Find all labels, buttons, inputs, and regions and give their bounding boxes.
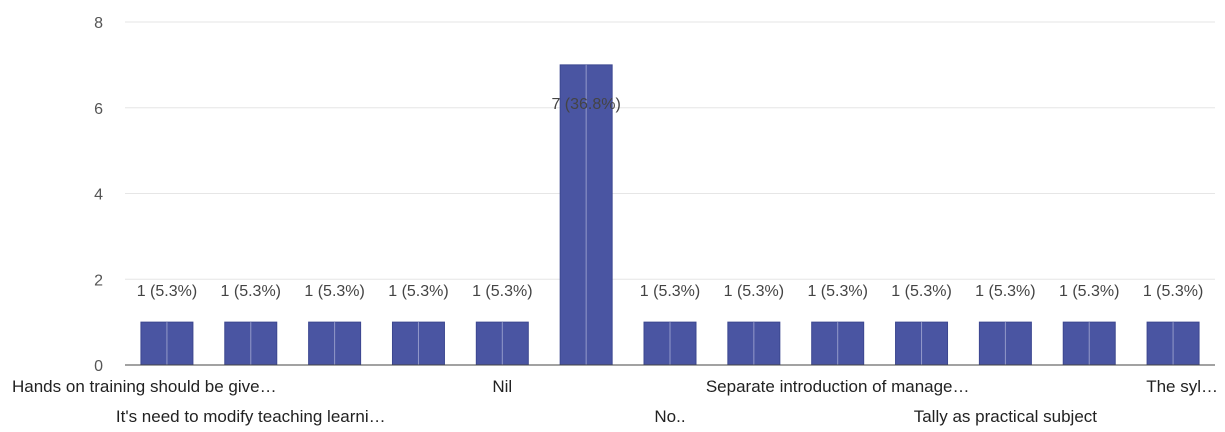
y-tick-label: 0 (94, 358, 103, 375)
data-label: 1 (5.3%) (891, 283, 951, 300)
data-label: 7 (36.8%) (551, 96, 620, 113)
data-label: 1 (5.3%) (640, 283, 700, 300)
data-labels: 1 (5.3%) 1 (5.3%) 1 (5.3%) 1 (5.3%) 1 (5.3%)… (137, 96, 1204, 300)
data-label: 1 (5.3%) (304, 283, 364, 300)
category-label: It's need to modify teaching learni… (116, 407, 386, 426)
data-label: 1 (5.3%) (1143, 283, 1203, 300)
y-tick-label: 6 (94, 101, 103, 118)
category-label: Separate introduction of manage… (706, 377, 970, 396)
category-label: No.. (654, 407, 685, 426)
bars (140, 64, 1200, 366)
data-label: 1 (5.3%) (388, 283, 448, 300)
y-tick-label: 2 (94, 272, 103, 289)
y-tick-label: 4 (94, 187, 103, 204)
category-label: Tally as practical subject (914, 407, 1098, 426)
data-label: 1 (5.3%) (221, 283, 281, 300)
data-label: 1 (5.3%) (724, 283, 784, 300)
data-label: 1 (5.3%) (1059, 283, 1119, 300)
gridlines (125, 21, 1215, 280)
category-labels: Hands on training should be give… It's ne… (12, 377, 1218, 426)
category-label: Nil (492, 377, 512, 396)
category-label: Hands on training should be give… (12, 377, 277, 396)
data-label: 1 (5.3%) (472, 283, 532, 300)
data-label: 1 (5.3%) (975, 283, 1035, 300)
category-label: The syl… (1146, 377, 1218, 396)
y-tick-label: 8 (94, 15, 103, 32)
data-label: 1 (5.3%) (137, 283, 197, 300)
y-axis-ticks: 0 2 4 6 8 (94, 15, 103, 375)
data-label: 1 (5.3%) (807, 283, 867, 300)
